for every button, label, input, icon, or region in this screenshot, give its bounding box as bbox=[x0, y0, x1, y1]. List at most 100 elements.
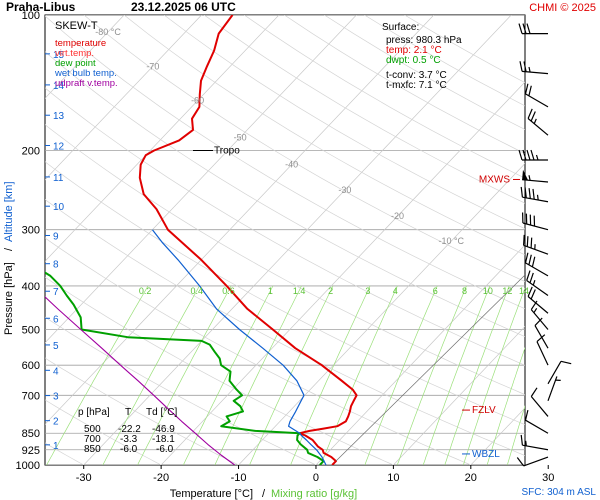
mixing-ratio-line bbox=[507, 404, 525, 465]
mixing-ratio-line bbox=[463, 287, 525, 465]
wind-barb-staff bbox=[522, 179, 549, 183]
dry-adiabat bbox=[45, 87, 525, 366]
mixing-ratio-line bbox=[536, 286, 591, 465]
wind-barb-staff bbox=[522, 70, 549, 75]
y-axis-separator: / bbox=[3, 247, 15, 251]
levels-header-td: Td [°C] bbox=[146, 407, 177, 418]
legend-item: temperature bbox=[55, 38, 106, 49]
mixing-ratio-line bbox=[364, 285, 438, 465]
wind-barb bbox=[522, 212, 549, 231]
legend-item: dew point bbox=[55, 58, 96, 69]
y-axis-label-altitude: Altitude [km] bbox=[3, 181, 15, 242]
wind-barb bbox=[520, 434, 549, 451]
sounding-datetime: 23.12.2025 06 UTC bbox=[131, 0, 236, 14]
pressure-tick-label: 400 bbox=[22, 281, 40, 293]
mixing-ratio-line bbox=[46, 285, 149, 465]
wind-barb bbox=[527, 108, 549, 136]
mixing-ratio-line bbox=[249, 285, 334, 465]
isotherm-line bbox=[45, 15, 280, 262]
isotherm-label: -10 °C bbox=[438, 236, 464, 246]
mixing-ratio-line bbox=[137, 285, 232, 465]
surface-press: press: 980.3 hPa bbox=[386, 35, 462, 46]
levels-cell: -18.1 bbox=[152, 434, 175, 445]
isotherm-line bbox=[238, 162, 525, 465]
dry-adiabat bbox=[45, 357, 239, 465]
levels-table: p [hPa] T Td [°C] 500 -22.2 -46.9 700 -3… bbox=[78, 407, 177, 455]
wind-barb-feather bbox=[526, 23, 531, 34]
legend-item: wet bulb temp. bbox=[54, 68, 117, 79]
dry-adiabat bbox=[45, 199, 525, 456]
wind-barb-feather bbox=[520, 186, 523, 198]
mixing-ratio-label: 0.4 bbox=[190, 286, 203, 296]
surface-temp: temp: 2.1 °C bbox=[386, 45, 442, 56]
wind-barb-feather bbox=[532, 188, 535, 200]
wind-barb-feather bbox=[529, 272, 534, 283]
levels-cell: -6.0 bbox=[120, 444, 138, 455]
wind-barb bbox=[516, 456, 549, 467]
mixing-ratio-line bbox=[320, 285, 398, 465]
altitude-tick-label: 13 bbox=[53, 111, 65, 122]
isotherm-line bbox=[548, 15, 600, 465]
wind-barb-feather bbox=[560, 360, 572, 365]
pressure-tick-label: 300 bbox=[22, 225, 40, 237]
pressure-tick-label: 850 bbox=[22, 428, 40, 440]
wind-barb-staff bbox=[530, 309, 549, 330]
wind-barb-feather bbox=[524, 252, 529, 264]
credit-label: CHMI © 2025 bbox=[529, 2, 596, 14]
wind-barb-feather bbox=[526, 236, 529, 247]
wind-barb-staff bbox=[547, 376, 558, 402]
mixing-ratio-line bbox=[486, 346, 525, 465]
x-axis-label: Temperature [°C] bbox=[170, 488, 253, 500]
isotherm-line bbox=[45, 15, 357, 344]
wind-barb bbox=[523, 234, 549, 255]
levels-cell: 500 bbox=[84, 424, 101, 435]
isotherm-label: -70 bbox=[146, 61, 159, 71]
wind-barb-staff bbox=[522, 444, 549, 451]
dry-adiabat bbox=[45, 161, 525, 426]
altitude-tick-label: 2 bbox=[53, 417, 59, 428]
mixing-ratio-line bbox=[183, 285, 274, 465]
altitude-tick-label: 4 bbox=[53, 366, 59, 377]
wind-barb-feather bbox=[536, 334, 546, 343]
dry-adiabat bbox=[45, 237, 471, 465]
wind-barb-half-feather bbox=[528, 175, 531, 181]
altitude-tick-label: 15 bbox=[53, 50, 65, 61]
temperature-tick-label: 30 bbox=[542, 472, 554, 484]
pressure-tick-label: 200 bbox=[22, 145, 40, 157]
isotherm-line bbox=[393, 325, 525, 465]
wind-barb-feather bbox=[534, 317, 543, 327]
wind-barb-half-feather bbox=[533, 307, 538, 314]
altitude-tick-label: 10 bbox=[53, 202, 65, 213]
wind-barb-staff bbox=[547, 360, 562, 385]
wind-barb-staff bbox=[525, 419, 549, 434]
pressure-tick-label: 700 bbox=[22, 390, 40, 402]
wind-barb bbox=[522, 169, 549, 183]
wind-barb-half-feather bbox=[525, 440, 527, 446]
parcel-dry-line bbox=[335, 274, 525, 462]
wind-barb-staff bbox=[522, 222, 549, 231]
chart-title: SKEW-T bbox=[55, 20, 98, 32]
wbzl-label: WBZL bbox=[472, 449, 500, 460]
wind-barb-flag bbox=[522, 169, 529, 181]
station-name: Praha-Libus bbox=[6, 0, 76, 14]
mixing-ratio-line bbox=[214, 285, 302, 465]
pressure-tick-label: 500 bbox=[22, 325, 40, 337]
wind-barb-staff bbox=[527, 118, 549, 136]
wind-barb-half-feather bbox=[533, 118, 537, 124]
surface-info: Surface: press: 980.3 hPa temp: 2.1 °C d… bbox=[382, 22, 462, 91]
wind-barb-feather bbox=[520, 434, 523, 446]
x-axis-title: Temperature [°C] / Mixing ratio [g/kg] bbox=[170, 488, 357, 500]
wind-barb bbox=[518, 149, 549, 161]
wind-barb-staff bbox=[523, 456, 549, 467]
mixing-ratio-label: 1.4 bbox=[293, 286, 306, 296]
dry-adiabat bbox=[83, 15, 525, 282]
wind-barb-feather bbox=[528, 254, 532, 266]
altitude-tick-label: 1 bbox=[53, 441, 59, 452]
levels-cell: -6.0 bbox=[156, 444, 174, 455]
wind-barb-feather bbox=[522, 23, 527, 34]
levels-header-t: T bbox=[125, 407, 131, 418]
wind-barb-feather bbox=[531, 256, 536, 268]
altitude-tick-label: 6 bbox=[53, 314, 59, 325]
wind-barb-feather bbox=[530, 237, 533, 249]
temperature-tick-label: -30 bbox=[76, 472, 92, 484]
